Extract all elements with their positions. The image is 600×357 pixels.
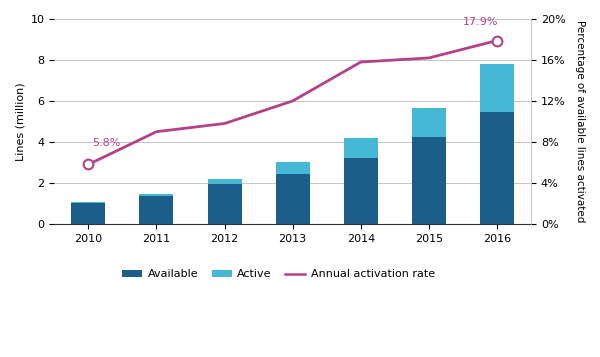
Bar — [139, 196, 173, 224]
Bar — [344, 158, 378, 224]
Bar — [480, 64, 514, 112]
Bar — [412, 137, 446, 224]
Bar — [71, 202, 106, 203]
Bar — [275, 174, 310, 224]
Bar — [208, 184, 242, 224]
Bar — [208, 180, 242, 184]
Text: 5.8%: 5.8% — [92, 138, 120, 148]
Y-axis label: Percentage of available lines activated: Percentage of available lines activated — [575, 20, 585, 223]
Y-axis label: Lines (million): Lines (million) — [15, 82, 25, 161]
Bar — [139, 193, 173, 196]
Bar — [275, 162, 310, 174]
Text: 17.9%: 17.9% — [463, 17, 499, 27]
Bar — [344, 138, 378, 158]
Bar — [412, 108, 446, 137]
Legend: Available, Active, Annual activation rate: Available, Active, Annual activation rat… — [118, 265, 439, 284]
Bar — [71, 203, 106, 224]
Bar — [480, 112, 514, 224]
